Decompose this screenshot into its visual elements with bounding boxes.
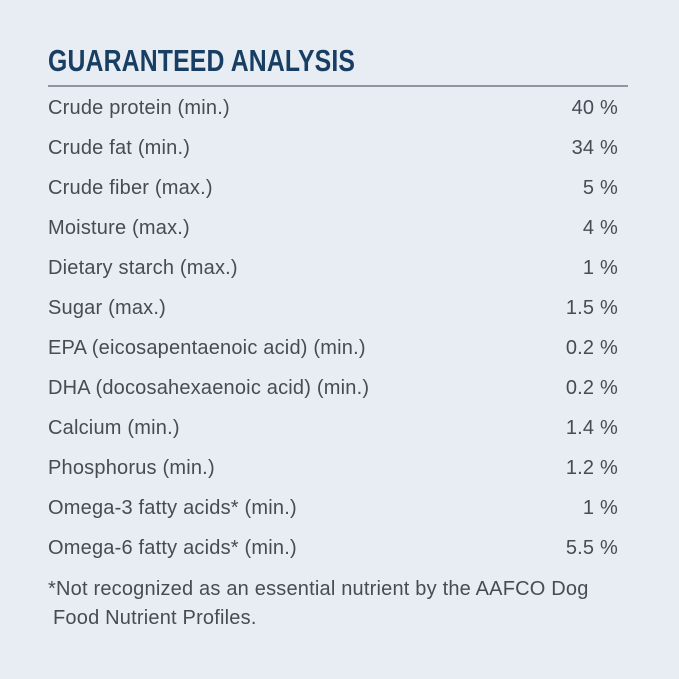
- nutrient-value: 34 %: [571, 137, 618, 159]
- nutrient-label: DHA (docosahexaenoic acid) (min.): [48, 377, 370, 399]
- footnote: *Not recognized as an essential nutrient…: [48, 577, 589, 629]
- nutrient-value: 1 %: [582, 497, 618, 519]
- table-row: Omega-3 fatty acids* (min.) 1 %: [48, 489, 628, 529]
- table-row: Omega-6 fatty acids* (min.) 5.5 %: [48, 529, 628, 569]
- nutrient-label: Crude fat (min.): [48, 137, 191, 159]
- page-title: GUARANTEED ANALYSIS: [48, 44, 628, 78]
- title-underline: [48, 85, 628, 87]
- nutrient-label: Sugar (max.): [48, 297, 166, 319]
- nutrient-label: EPA (eicosapentaenoic acid) (min.): [48, 337, 366, 359]
- nutrient-label: Crude protein (min.): [48, 97, 230, 119]
- nutrient-label: Crude fiber (max.): [48, 177, 213, 199]
- table-row: Phosphorus (min.) 1.2 %: [48, 449, 628, 489]
- nutrient-label: Moisture (max.): [48, 217, 190, 239]
- table-row: Dietary starch (max.) 1 %: [48, 249, 628, 289]
- nutrient-value: 1.5 %: [565, 297, 618, 319]
- page-title-text: GUARANTEED ANALYSIS: [48, 43, 356, 78]
- nutrient-value: 4 %: [582, 217, 618, 239]
- nutrient-label: Dietary starch (max.): [48, 257, 238, 279]
- table-row: DHA (docosahexaenoic acid) (min.) 0.2 %: [48, 369, 628, 409]
- nutrient-value: 0.2 %: [565, 337, 618, 359]
- nutrient-value: 40 %: [571, 97, 618, 119]
- analysis-table: Crude protein (min.) 40 % Crude fat (min…: [48, 87, 628, 569]
- nutrient-value: 1.4 %: [565, 417, 618, 439]
- guaranteed-analysis-panel: GUARANTEED ANALYSIS Crude protein (min.)…: [48, 44, 628, 629]
- nutrient-value: 1.2 %: [565, 457, 618, 479]
- nutrient-value: 5 %: [582, 177, 618, 199]
- table-row: Moisture (max.) 4 %: [48, 209, 628, 249]
- table-row: EPA (eicosapentaenoic acid) (min.) 0.2 %: [48, 329, 628, 369]
- nutrient-label: Omega-3 fatty acids* (min.): [48, 497, 297, 519]
- table-row: Sugar (max.) 1.5 %: [48, 289, 628, 329]
- nutrient-value: 0.2 %: [565, 377, 618, 399]
- nutrient-label: Phosphorus (min.): [48, 457, 215, 479]
- table-row: Crude fat (min.) 34 %: [48, 129, 628, 169]
- nutrient-label: Calcium (min.): [48, 417, 180, 439]
- table-row: Calcium (min.) 1.4 %: [48, 409, 628, 449]
- table-row: Crude fiber (max.) 5 %: [48, 169, 628, 209]
- table-row: Crude protein (min.) 40 %: [48, 89, 628, 129]
- nutrient-value: 1 %: [582, 257, 618, 279]
- nutrient-value: 5.5 %: [565, 537, 618, 559]
- nutrient-label: Omega-6 fatty acids* (min.): [48, 537, 297, 559]
